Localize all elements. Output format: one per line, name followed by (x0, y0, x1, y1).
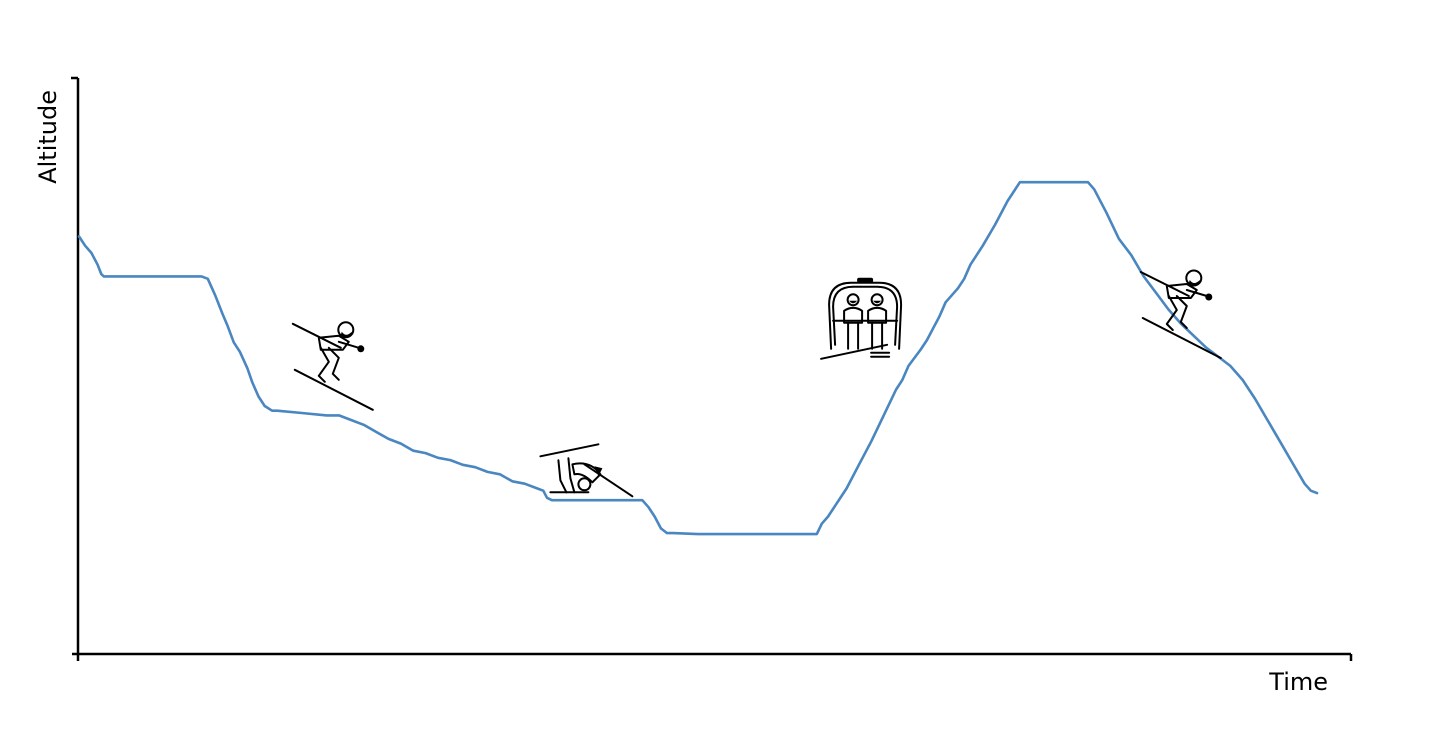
y-axis-label: Altitude (34, 90, 62, 184)
chairlift-icon (820, 277, 903, 360)
altitude-series-line (77, 180, 1319, 536)
downhill-skier-icon (1139, 269, 1222, 359)
series-layer (77, 180, 1319, 536)
x-axis-label: Time (1268, 668, 1328, 696)
axes: Time Altitude (34, 76, 1353, 696)
icon-layer (291, 269, 1222, 498)
downhill-skier-icon (291, 321, 374, 411)
fallen-skier-icon (539, 443, 634, 498)
